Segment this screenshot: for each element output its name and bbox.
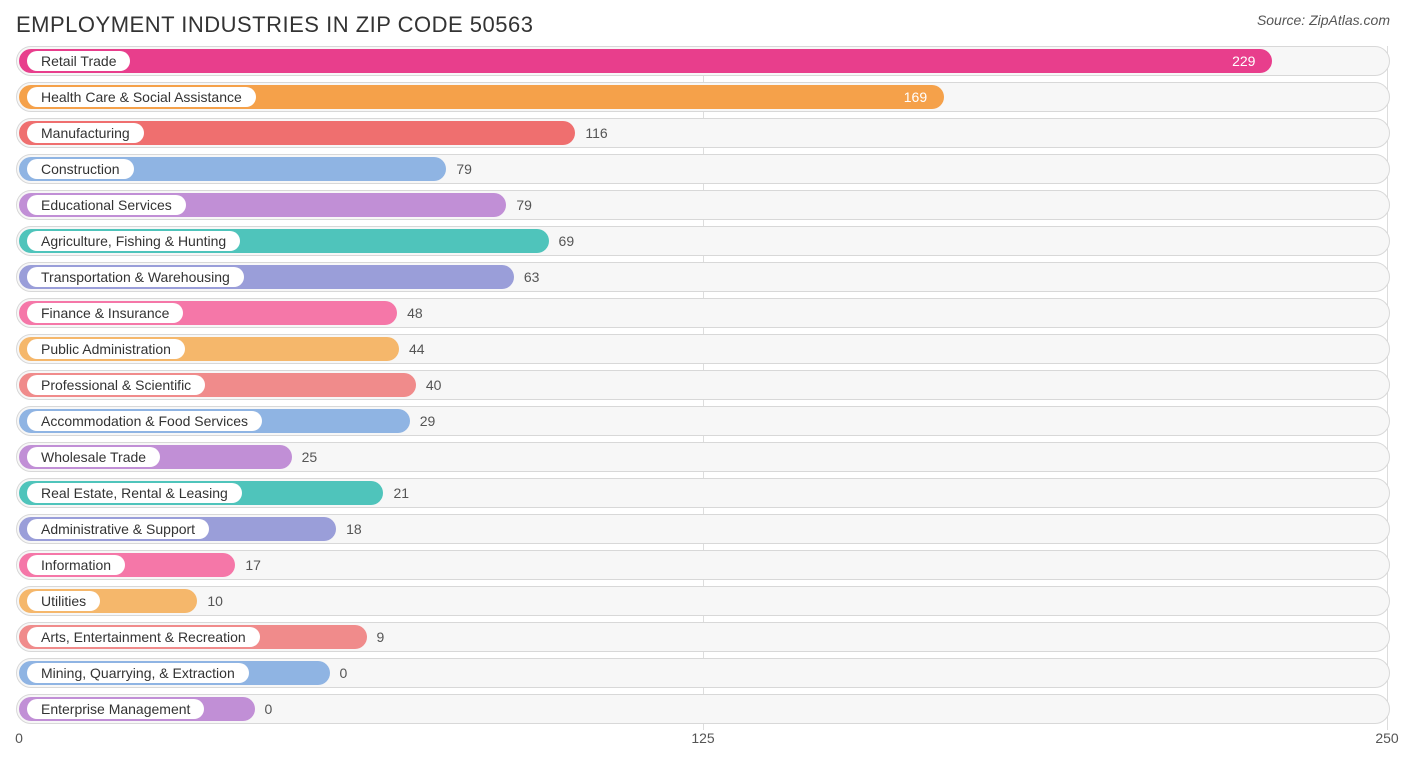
bar-label: Mining, Quarrying, & Extraction <box>27 663 249 683</box>
bar-label: Health Care & Social Assistance <box>27 87 256 107</box>
bar-label: Enterprise Management <box>27 699 204 719</box>
bar-value: 63 <box>524 263 540 291</box>
bar-label: Finance & Insurance <box>27 303 183 323</box>
bar-value: 0 <box>340 659 348 687</box>
bar-value: 29 <box>420 407 436 435</box>
bar-row: Real Estate, Rental & Leasing 21 <box>16 478 1390 508</box>
bar-value: 9 <box>377 623 385 651</box>
source-label: Source: <box>1257 12 1305 28</box>
bar-row: Information 17 <box>16 550 1390 580</box>
bar-label: Information <box>27 555 125 575</box>
bar-label: Agriculture, Fishing & Hunting <box>27 231 240 251</box>
bar-row: Construction 79 <box>16 154 1390 184</box>
bar-value: 79 <box>456 155 472 183</box>
bar-value: 229 <box>1232 47 1255 75</box>
bar-row: Public Administration 44 <box>16 334 1390 364</box>
x-axis: 0125250 <box>16 730 1390 752</box>
chart-source: Source: ZipAtlas.com <box>1257 12 1390 28</box>
axis-tick: 250 <box>1375 730 1398 746</box>
bar-value: 116 <box>585 119 607 147</box>
bar-label: Wholesale Trade <box>27 447 160 467</box>
bar-label: Public Administration <box>27 339 185 359</box>
bar-value: 44 <box>409 335 425 363</box>
bar-label: Arts, Entertainment & Recreation <box>27 627 260 647</box>
axis-tick: 125 <box>691 730 714 746</box>
bar-row: Finance & Insurance 48 <box>16 298 1390 328</box>
source-value: ZipAtlas.com <box>1309 12 1390 28</box>
bar-label: Retail Trade <box>27 51 130 71</box>
chart-header: EMPLOYMENT INDUSTRIES IN ZIP CODE 50563 … <box>16 12 1390 38</box>
bar-value: 69 <box>559 227 575 255</box>
bar-label: Utilities <box>27 591 100 611</box>
bar-label: Manufacturing <box>27 123 144 143</box>
bar-fill <box>19 49 1272 73</box>
bar-label: Transportation & Warehousing <box>27 267 244 287</box>
bar-label: Professional & Scientific <box>27 375 205 395</box>
chart-title: EMPLOYMENT INDUSTRIES IN ZIP CODE 50563 <box>16 12 534 38</box>
chart-area: Retail Trade 229 Health Care & Social Assi… <box>16 46 1390 752</box>
bar-value: 0 <box>265 695 273 723</box>
bar-row: Accommodation & Food Services 29 <box>16 406 1390 436</box>
bar-label: Real Estate, Rental & Leasing <box>27 483 242 503</box>
bar-value: 10 <box>207 587 223 615</box>
bar-value: 169 <box>904 83 927 111</box>
bars-container: Retail Trade 229 Health Care & Social Assi… <box>16 46 1390 724</box>
bar-value: 17 <box>245 551 261 579</box>
axis-tick: 0 <box>15 730 23 746</box>
bar-value: 18 <box>346 515 362 543</box>
bar-row: Wholesale Trade 25 <box>16 442 1390 472</box>
bar-row: Administrative & Support 18 <box>16 514 1390 544</box>
bar-value: 25 <box>302 443 318 471</box>
bar-label: Educational Services <box>27 195 186 215</box>
bar-value: 40 <box>426 371 442 399</box>
bar-row: Mining, Quarrying, & Extraction 0 <box>16 658 1390 688</box>
bar-value: 21 <box>393 479 409 507</box>
bar-row: Educational Services 79 <box>16 190 1390 220</box>
bar-label: Accommodation & Food Services <box>27 411 262 431</box>
bar-value: 79 <box>516 191 532 219</box>
bar-value: 48 <box>407 299 423 327</box>
bar-row: Health Care & Social Assistance 169 <box>16 82 1390 112</box>
bar-row: Transportation & Warehousing 63 <box>16 262 1390 292</box>
bar-label: Construction <box>27 159 134 179</box>
bar-row: Manufacturing 116 <box>16 118 1390 148</box>
bar-row: Professional & Scientific 40 <box>16 370 1390 400</box>
bar-row: Utilities 10 <box>16 586 1390 616</box>
bar-row: Retail Trade 229 <box>16 46 1390 76</box>
bar-row: Agriculture, Fishing & Hunting 69 <box>16 226 1390 256</box>
bar-label: Administrative & Support <box>27 519 209 539</box>
bar-row: Arts, Entertainment & Recreation 9 <box>16 622 1390 652</box>
bar-row: Enterprise Management 0 <box>16 694 1390 724</box>
